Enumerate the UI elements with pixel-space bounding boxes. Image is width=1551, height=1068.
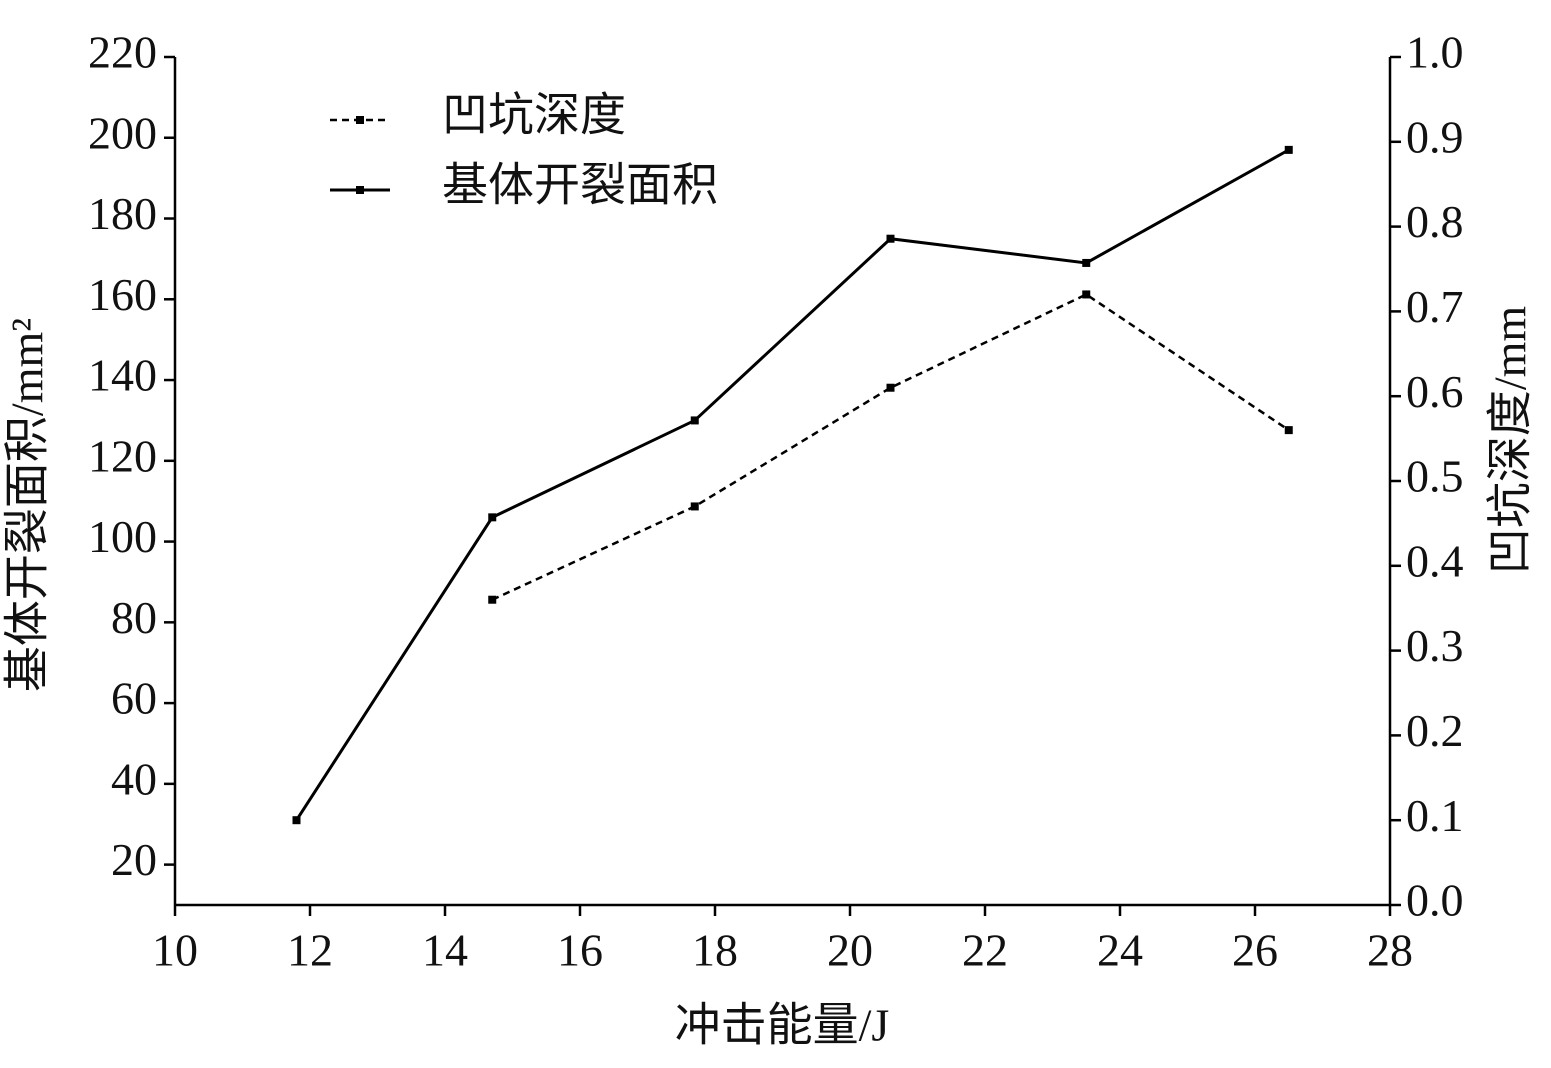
x-tick-label: 10	[152, 925, 198, 976]
point	[886, 234, 895, 243]
series-line	[295, 148, 1290, 822]
x-tick-label: 26	[1232, 925, 1278, 976]
y2-tick-label: 0.9	[1406, 111, 1464, 162]
y-tick-label: 160	[88, 269, 157, 320]
legend-label: 凹坑深度	[442, 90, 626, 141]
x-axis-label: 冲击能量/J	[675, 1000, 890, 1051]
y-tick-label: 120	[88, 430, 157, 481]
x-tick-label: 22	[962, 925, 1008, 976]
y2-tick-label: 0.3	[1406, 620, 1464, 671]
point	[292, 816, 301, 825]
y2-tick-label: 1.0	[1406, 27, 1464, 78]
y-tick-label: 40	[111, 753, 157, 804]
x-tick-label: 18	[692, 925, 738, 976]
legend-marker	[356, 116, 364, 124]
point	[1082, 290, 1091, 299]
y2-axis-label: 凹坑深度/mm	[1485, 306, 1536, 575]
y2-tick-label: 0.5	[1406, 451, 1464, 502]
y-tick-label: 80	[111, 592, 157, 643]
point	[1284, 145, 1293, 154]
x-tick-label: 16	[557, 925, 603, 976]
point	[1284, 426, 1293, 435]
series-line	[491, 293, 1290, 601]
y-tick-label: 140	[88, 350, 157, 401]
x-tick-label: 24	[1097, 925, 1143, 976]
y-tick-label: 220	[88, 27, 157, 78]
point	[886, 383, 895, 392]
x-tick-label: 28	[1367, 925, 1413, 976]
y-tick-label: 100	[88, 511, 157, 562]
y-tick-label: 180	[88, 188, 157, 239]
point	[488, 513, 497, 522]
y-axis-label: 基体开裂面积/mm²	[2, 318, 53, 692]
legend-marker	[356, 186, 364, 194]
point	[1082, 258, 1091, 267]
y2-tick-label: 0.1	[1406, 790, 1464, 841]
point	[488, 595, 497, 604]
y2-tick-label: 0.2	[1406, 705, 1464, 756]
x-tick-label: 12	[287, 925, 333, 976]
point	[690, 416, 699, 425]
y-tick-label: 20	[111, 834, 157, 885]
y-tick-label: 60	[111, 673, 157, 724]
y2-tick-label: 0.0	[1406, 875, 1464, 926]
x-tick-label: 20	[827, 925, 873, 976]
legend-label: 基体开裂面积	[442, 160, 718, 211]
y2-tick-label: 0.8	[1406, 196, 1464, 247]
y-tick-label: 200	[88, 107, 157, 158]
y2-tick-label: 0.4	[1406, 535, 1464, 586]
y2-tick-label: 0.6	[1406, 366, 1464, 417]
x-tick-label: 14	[422, 925, 468, 976]
y2-tick-label: 0.7	[1406, 281, 1464, 332]
point	[690, 502, 699, 511]
